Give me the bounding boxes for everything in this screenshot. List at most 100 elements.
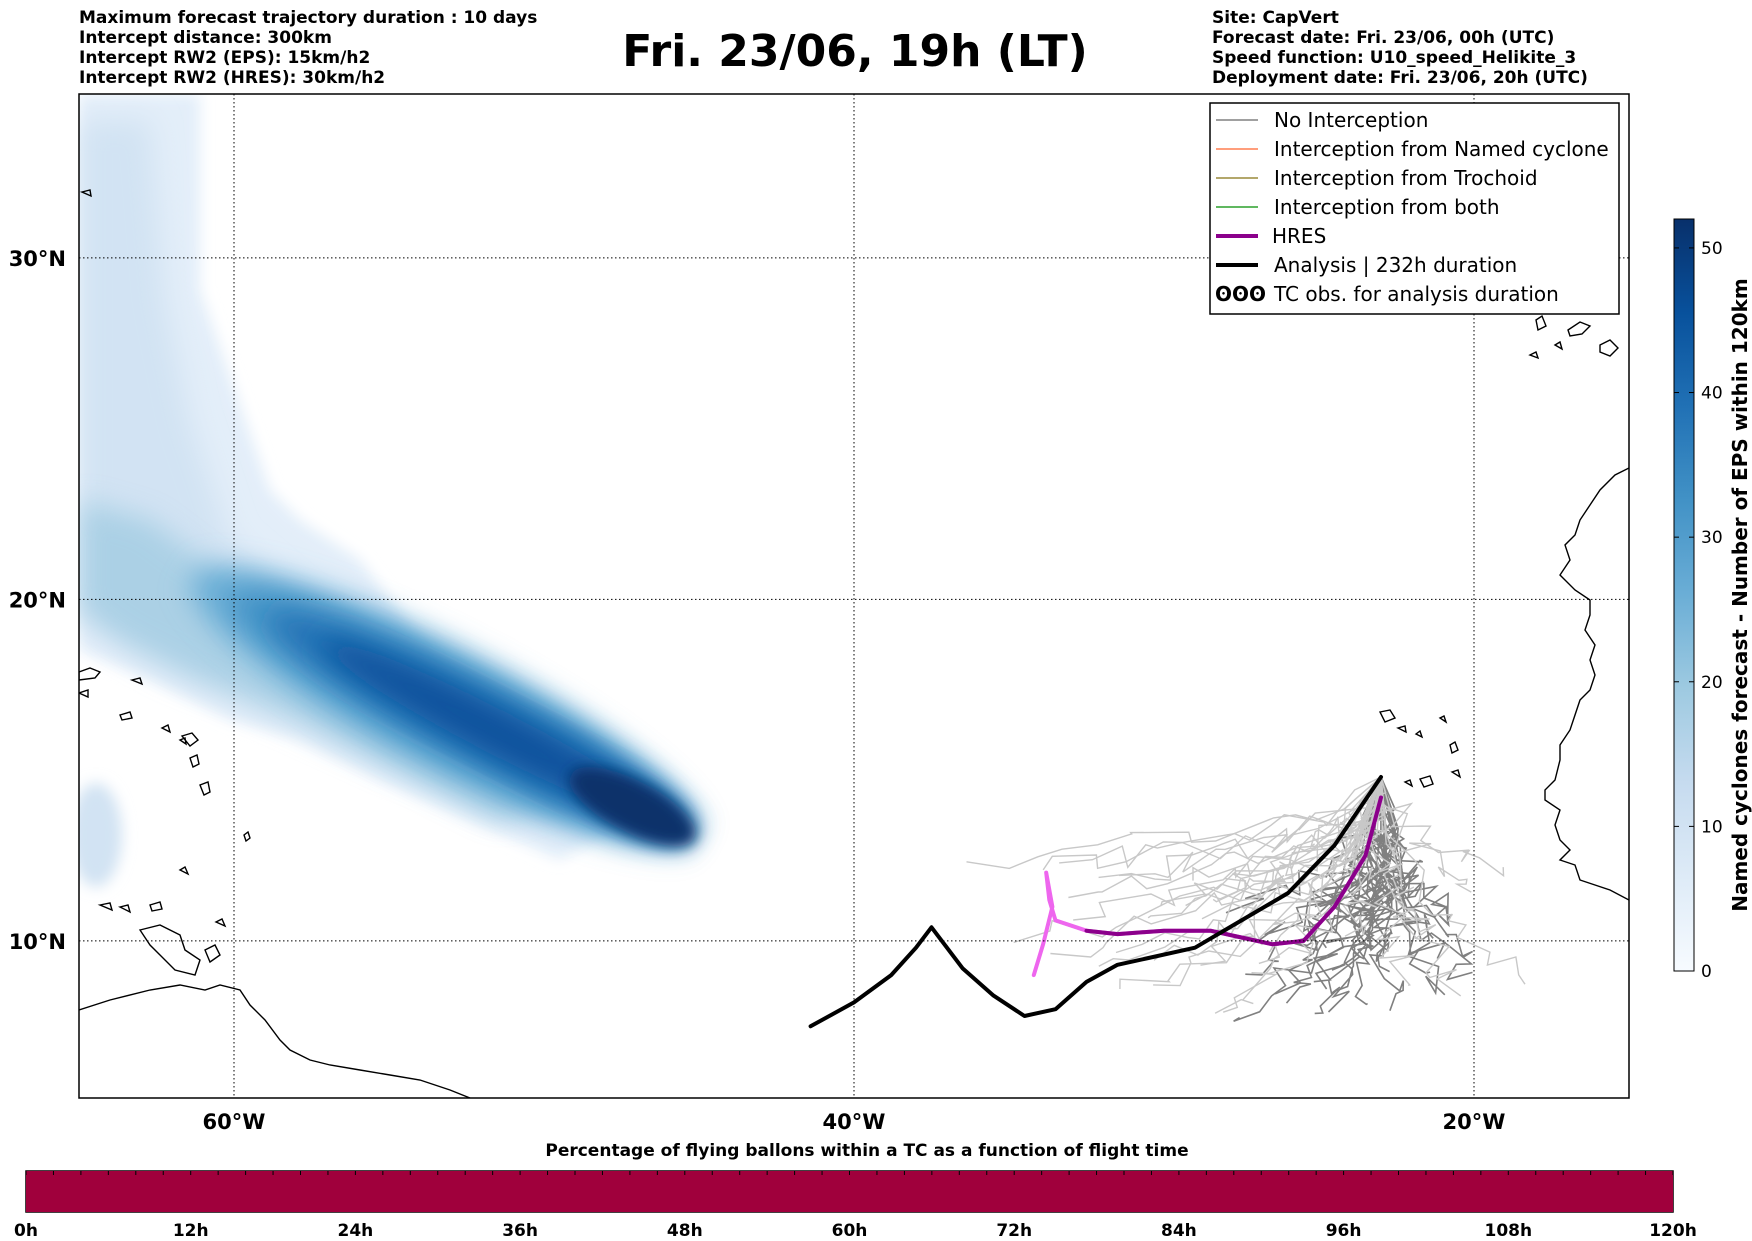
ensemble-trajectory [1354, 776, 1394, 1006]
island-cayman [129, 677, 144, 686]
ensemble-trajectory [1115, 776, 1382, 954]
legend-entry: Interception from Named cyclone [1216, 137, 1609, 161]
island-cabo-verde-1 [1378, 709, 1397, 723]
island-martinique [199, 781, 211, 796]
flight-time-bar: Percentage of flying ballons within a TC… [14, 1141, 1697, 1241]
ensemble-trajectory [1212, 776, 1382, 903]
ensemble-trajectory [1201, 776, 1382, 920]
island-cabo-verde-8 [1403, 779, 1414, 788]
island-guadeloupe [180, 732, 200, 747]
colorbar-gradient [1673, 218, 1695, 972]
ensemble-trajectory [1068, 776, 1382, 899]
island-west-edge [79, 689, 89, 699]
legend-label: No Interception [1274, 108, 1428, 132]
hres-trajectory-early [1084, 795, 1383, 947]
cyclone-density-field [79, 94, 696, 887]
ensemble-trajectories [966, 776, 1526, 1022]
island-trinidad [204, 944, 221, 964]
legend-entry: HRES [1216, 224, 1326, 248]
ensemble-trajectory [1059, 776, 1382, 869]
bottom-bar-tick-label: 120h [1649, 1221, 1697, 1241]
ensemble-trajectory [1119, 776, 1382, 990]
lat-tick-label: 20°N [9, 588, 66, 612]
ensemble-trajectory [1185, 776, 1382, 907]
lon-tick-label: 20°W [1443, 1110, 1506, 1134]
bottom-bar-tick-label: 84h [1161, 1221, 1197, 1241]
island-canary-4 [1528, 351, 1540, 360]
bottom-bar-title: Percentage of flying ballons within a TC… [545, 1141, 1188, 1161]
longitude-tick-labels: 60°W 40°W 20°W [203, 1110, 1506, 1134]
density-west-patch [79, 783, 122, 887]
ensemble-trajectory [1373, 776, 1415, 986]
island-cabo-verde-4 [1449, 740, 1459, 755]
ensemble-trajectory [1285, 776, 1382, 1004]
lon-tick-label: 40°W [823, 1110, 886, 1134]
ensemble-trajectory [1363, 776, 1399, 955]
ensemble-trajectory [1372, 776, 1505, 878]
cyclone-symbol-icon: ʘʘʘ [1215, 282, 1266, 306]
ensemble-trajectory [1380, 776, 1462, 997]
page-title: Fri. 23/06, 19h (LT) [622, 26, 1088, 77]
coastlines [79, 189, 1629, 1098]
map-gridlines [79, 94, 1629, 1098]
island-aruba [97, 902, 114, 912]
legend-label: Interception from Trochoid [1274, 166, 1538, 190]
info-forecast-date: Forecast date: Fri. 23/06, 00h (UTC) [1212, 28, 1555, 48]
island-curacao [117, 904, 132, 914]
info-intercept-hres: Intercept RW2 (HRES): 30km/h2 [79, 68, 386, 88]
colorbar-tick-label: 30 [1701, 528, 1723, 548]
ensemble-trajectory [1118, 776, 1382, 879]
legend-label: HRES [1272, 224, 1326, 248]
legend-label: Interception from both [1274, 195, 1500, 219]
island-margarita [149, 901, 163, 912]
info-site: Site: CapVert [1212, 8, 1339, 28]
legend-entry: ʘʘʘ TC obs. for analysis duration [1215, 282, 1559, 306]
lat-tick-label: 10°N [9, 930, 66, 954]
map-frame [78, 93, 1630, 1099]
island-antigua [178, 737, 187, 746]
bottom-bar-tick-label: 0h [14, 1221, 38, 1241]
ensemble-trajectory [1309, 776, 1387, 849]
island-cabo-verde-7 [1450, 769, 1462, 779]
ensemble-trajectory [1342, 776, 1396, 937]
legend-frame [1209, 102, 1620, 315]
legend-entry: Analysis | 232h duration [1216, 253, 1517, 277]
bottom-bar-tick-label: 24h [338, 1221, 374, 1241]
bottom-bar-tick-label: 12h [173, 1221, 209, 1241]
legend-label: TC obs. for analysis duration [1273, 282, 1559, 306]
latitude-tick-labels: 30°N 20°N 10°N [9, 247, 66, 954]
island-barbados [243, 830, 251, 843]
colorbar-title: Named cyclones forecast - Number of EPS … [1728, 278, 1752, 912]
lat-tick-label: 30°N [9, 247, 66, 271]
island-canary-5 [1553, 340, 1564, 351]
bottom-bar-tick-label: 60h [832, 1221, 868, 1241]
island-cabo-verde-2 [1396, 725, 1407, 734]
coastline-south-america [79, 984, 471, 1098]
info-intercept-eps: Intercept RW2 (EPS): 15km/h2 [79, 48, 371, 68]
ensemble-trajectory [966, 776, 1382, 870]
lon-tick-label: 60°W [203, 1110, 266, 1134]
ensemble-trajectory [1153, 776, 1382, 987]
coastline-africa [1544, 467, 1629, 901]
ensemble-trajectory [1364, 776, 1430, 940]
ensemble-trajectory [1380, 776, 1526, 985]
legend-label: Analysis | 232h duration [1274, 253, 1517, 277]
island-canary-1 [1535, 314, 1547, 332]
island-virgin [119, 711, 133, 721]
info-speed-function: Speed function: U10_speed_Helikite_3 [1212, 48, 1577, 68]
site-information: Site: CapVert Forecast date: Fri. 23/06,… [1212, 8, 1588, 88]
ensemble-trajectory [1098, 776, 1382, 967]
bottom-bar-tick-label: 72h [996, 1221, 1032, 1241]
bottom-bar-tick-label: 96h [1326, 1221, 1362, 1241]
island-st-kitts [160, 723, 172, 734]
ensemble-trajectory [1266, 776, 1386, 891]
bottom-bar-fill [26, 1171, 1673, 1212]
island-canary-2 [1567, 321, 1592, 337]
island-cabo-verde-5 [1438, 715, 1448, 724]
island-dominica [189, 754, 200, 768]
density-colorbar: 0 10 20 30 40 50 Named cyclones forecast - Nu… [1673, 218, 1752, 982]
coastline-venezuela-inner [138, 924, 201, 976]
legend-entry: No Interception [1216, 108, 1428, 132]
ensemble-trajectory [1153, 776, 1382, 961]
